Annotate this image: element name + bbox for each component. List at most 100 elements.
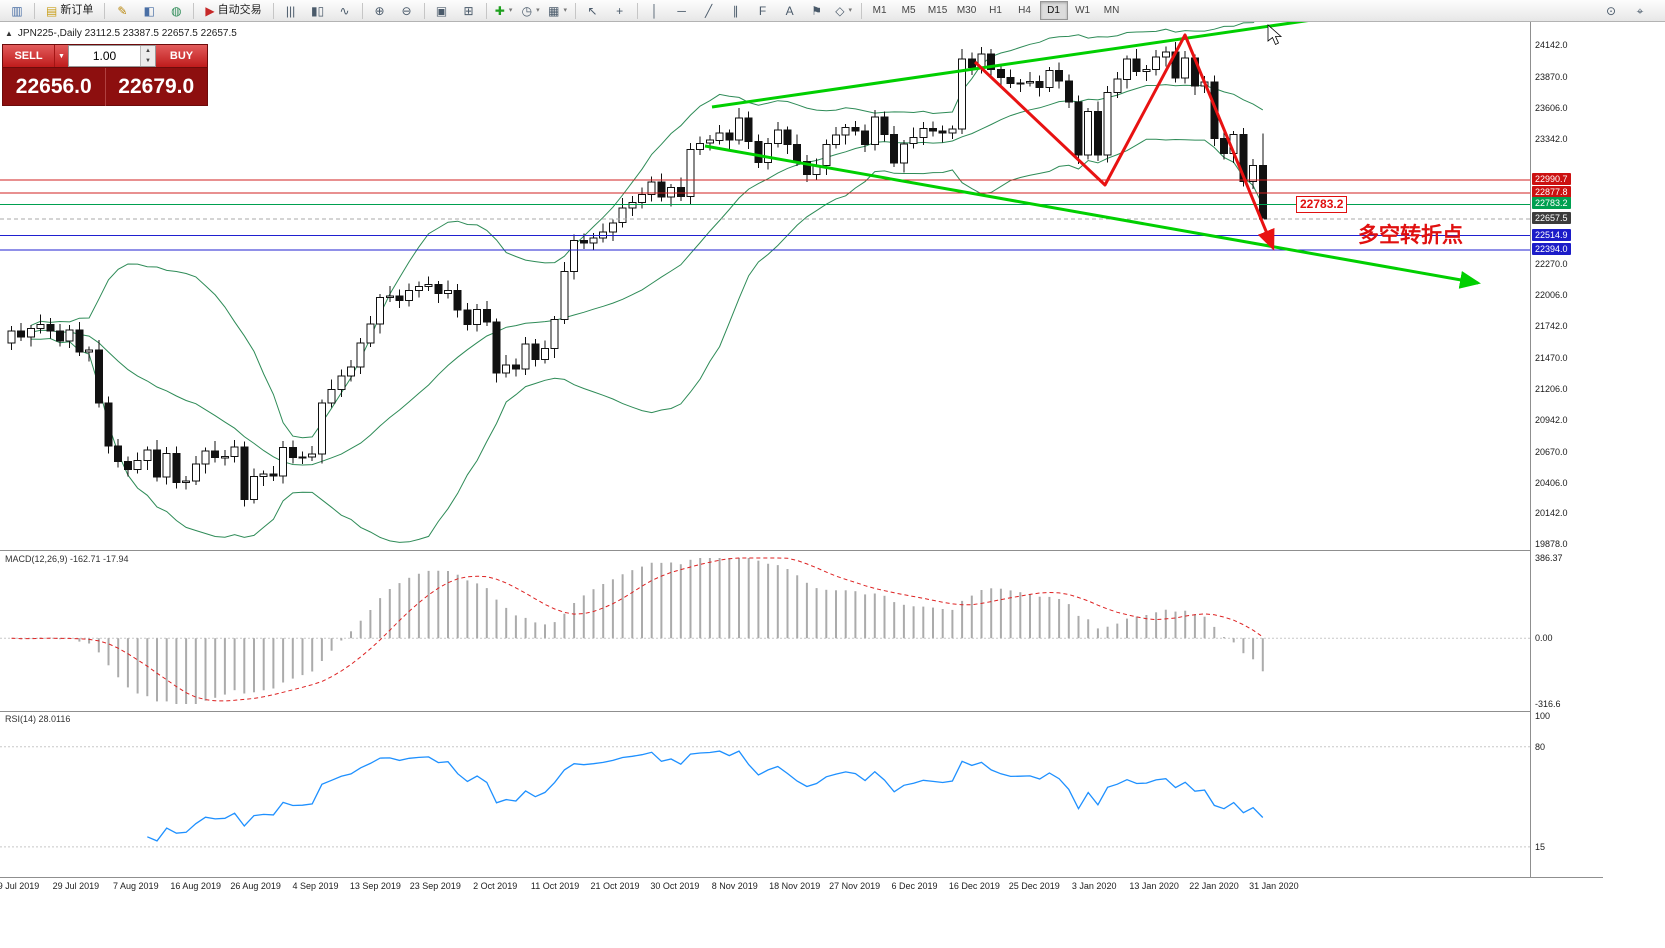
toolbar-separator (104, 2, 106, 19)
zoom-in-icon: ⊕ (374, 3, 385, 18)
chart-canvas[interactable] (0, 22, 1530, 877)
annotation-note-text[interactable]: 多空转折点 (1358, 224, 1463, 247)
timeframe-mn[interactable]: MN (1103, 5, 1120, 16)
timeframe-m15[interactable]: M15 (927, 5, 948, 16)
toolbar-separator (636, 2, 638, 19)
periods-icon[interactable]: ◷ ▾ (518, 1, 544, 21)
dropdown-arrow-icon[interactable]: ▾ (563, 7, 567, 14)
crosshair-icon: + (616, 3, 624, 18)
toolbar-separator (423, 2, 425, 19)
volume-input[interactable] (69, 46, 140, 66)
community-icon: ◍ (171, 3, 182, 18)
timeframe-m1[interactable]: M1 (872, 5, 887, 16)
templates-icon[interactable]: ▦ ▾ (545, 1, 571, 21)
sell-button[interactable]: SELL (3, 45, 54, 67)
time-tick: 22 Jan 2020 (1189, 881, 1239, 891)
new-order-button[interactable]: ▤ 新订单 (39, 1, 100, 21)
text-icon[interactable]: A (777, 1, 803, 21)
price-tick: 20670.0 (1535, 446, 1568, 457)
new-chart-icon[interactable]: ▥ (4, 1, 30, 21)
volume-down-button[interactable]: ▼ (145, 58, 151, 64)
equidistant-channel-icon[interactable]: ∥ (723, 1, 749, 21)
downtrend-line[interactable] (704, 144, 1481, 289)
time-tick: 25 Dec 2019 (1008, 881, 1060, 891)
magnifier-icon[interactable]: ⌖ (1636, 3, 1644, 18)
text-icon: A (785, 3, 794, 18)
chart-region[interactable]: ▲ JPN225-,Daily 23112.5 23387.5 22657.5 … (0, 22, 1665, 948)
time-tick: 21 Oct 2019 (590, 881, 640, 891)
chart-header: ▲ JPN225-,Daily 23112.5 23387.5 22657.5 … (5, 28, 237, 39)
price-axis: 24142.0 23870.0 23606.0 23342.0 22270.0 22006… (1530, 22, 1606, 877)
toolbar-separator (485, 2, 487, 19)
text-label-icon[interactable]: ⚑ (804, 1, 830, 21)
panel-separator[interactable] (0, 711, 1603, 712)
timeframe-m30[interactable]: M30 (956, 5, 977, 16)
arrows-icon[interactable]: ◇ ▾ (831, 1, 857, 21)
support-resistance-levels[interactable] (0, 179, 1530, 251)
crosshair-icon[interactable]: + (607, 1, 633, 21)
timeframe-d1[interactable]: D1 (1039, 1, 1068, 20)
zoom-in-icon[interactable]: ⊕ (367, 1, 393, 21)
data-window-icon: ◧ (143, 3, 156, 18)
rsi-line (147, 750, 1264, 842)
uptrend-line[interactable] (711, 22, 1360, 109)
zoom-out-icon[interactable]: ⊖ (394, 1, 420, 21)
price-tick: 23606.0 (1535, 102, 1568, 113)
bollinger-bands (30, 22, 1264, 543)
community-icon[interactable]: ◍ (163, 1, 189, 21)
cursor-icon[interactable]: ↖ (580, 1, 606, 21)
metaeditor-icon[interactable]: ✎ (109, 1, 135, 21)
volume-options-dropdown[interactable]: ▼ (54, 45, 68, 67)
time-tick: 11 Oct 2019 (530, 881, 580, 891)
time-tick: 23 Sep 2019 (409, 881, 461, 891)
price-tick: 24142.0 (1535, 40, 1568, 51)
indicator-windows-icon[interactable]: ▣ (429, 1, 455, 21)
panel-separator[interactable] (0, 550, 1603, 551)
time-tick: 18 Nov 2019 (769, 881, 821, 891)
timeframe-h4[interactable]: H4 (1018, 5, 1031, 16)
timeframe-h1[interactable]: H1 (989, 5, 1002, 16)
horizontal-line-icon[interactable]: ─ (669, 1, 695, 21)
add-indicator-icon: ✚ (494, 3, 505, 18)
trendline-icon[interactable]: ╱ (696, 1, 722, 21)
timeframe-w1[interactable]: W1 (1075, 5, 1091, 16)
price-tick: 19878.0 (1535, 539, 1568, 550)
oneclick-collapse-toggle[interactable]: ▲ (5, 29, 13, 38)
time-tick: 29 Jul 2019 (52, 881, 100, 891)
text-label-icon: ⚑ (811, 3, 822, 18)
toolbar-separator (361, 2, 363, 19)
price-tick: 20406.0 (1535, 477, 1568, 488)
data-window-icon[interactable]: ◧ (136, 1, 162, 21)
autotrading-button[interactable]: ▶ 自动交易 (198, 1, 268, 21)
time-tick: 6 Dec 2019 (891, 881, 938, 891)
dropdown-arrow-icon[interactable]: ▾ (508, 7, 513, 14)
time-tick: 16 Dec 2019 (948, 881, 1000, 891)
tile-windows-icon[interactable]: ⊞ (456, 1, 482, 21)
bar-chart-icon[interactable]: ||| (278, 1, 304, 21)
candlestick-chart-icon[interactable]: ▮▯ (305, 1, 331, 21)
line-chart-icon[interactable]: ∿ (332, 1, 358, 21)
fibonacci-icon[interactable]: F (750, 1, 776, 21)
price-tag-label[interactable]: 22783.2 (1296, 196, 1348, 213)
timeframe-m5[interactable]: M5 (901, 5, 916, 16)
time-tick: 31 Jan 2020 (1249, 881, 1299, 891)
add-indicator-icon[interactable]: ✚ ▾ (491, 1, 517, 21)
price-tick: 23342.0 (1535, 133, 1568, 144)
dropdown-arrow-icon[interactable]: ▾ (536, 7, 540, 14)
toolbar-separator (34, 2, 35, 19)
zigzag-annotation[interactable] (973, 33, 1275, 251)
price-tick: 23870.0 (1535, 72, 1568, 83)
vertical-line-icon[interactable]: │ (642, 1, 668, 21)
time-tick: 3 Jan 2020 (1071, 881, 1117, 891)
macd-signal-line (11, 557, 1264, 702)
toolbar-separator (193, 2, 195, 19)
price-tick: 21470.0 (1535, 353, 1568, 363)
dropdown-arrow-icon[interactable]: ▾ (848, 7, 852, 14)
metaeditor-icon: ✎ (117, 3, 128, 18)
level-price-label: 22657.5 (1532, 211, 1571, 224)
volume-up-button[interactable]: ▲ (145, 48, 151, 54)
symbol-search-icon[interactable]: ⊙ (1605, 3, 1617, 18)
buy-button[interactable]: BUY (156, 45, 207, 67)
rsi-label: RSI(14) 28.0116 (5, 714, 71, 724)
time-tick: 2 Oct 2019 (473, 881, 518, 891)
